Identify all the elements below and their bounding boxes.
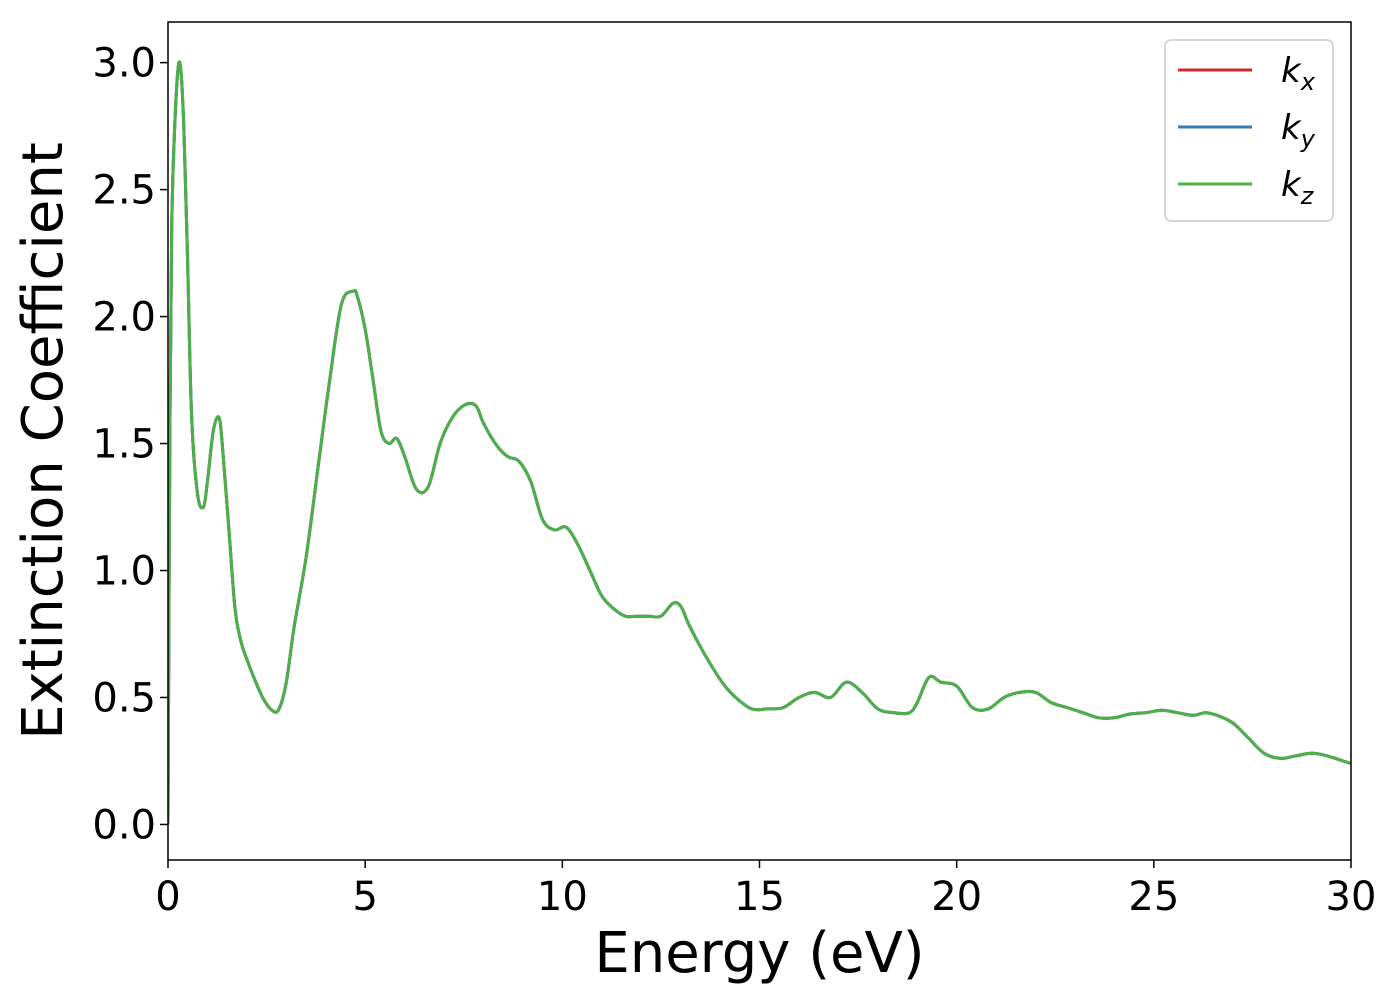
x-tick-label: 20 bbox=[931, 874, 982, 920]
x-tick-label: 25 bbox=[1128, 874, 1179, 920]
x-tick-label: 15 bbox=[734, 874, 785, 920]
x-tick-label: 30 bbox=[1326, 874, 1377, 920]
x-tick-label: 5 bbox=[352, 874, 377, 920]
y-tick-label: 0.0 bbox=[92, 802, 156, 848]
legend-label-subscript: z bbox=[1300, 182, 1315, 210]
series-line-kz bbox=[168, 60, 1351, 825]
legend-label-kz: kz bbox=[1281, 165, 1315, 210]
legend-label-subscript: x bbox=[1300, 68, 1316, 96]
y-tick-label: 3.0 bbox=[92, 41, 156, 87]
x-tick-label: 0 bbox=[155, 874, 180, 920]
x-axis-title: Energy (eV) bbox=[594, 921, 924, 986]
x-tick-label: 10 bbox=[537, 874, 588, 920]
legend-label-ky: ky bbox=[1281, 108, 1316, 153]
y-tick-label: 2.5 bbox=[92, 168, 156, 214]
legend-label-main: k bbox=[1281, 51, 1302, 91]
y-axis: 0.0 0.5 1.0 1.5 2.0 2.5 3.0 bbox=[92, 41, 168, 848]
y-tick-label: 0.5 bbox=[92, 675, 156, 721]
legend-label-main: k bbox=[1281, 108, 1302, 148]
legend-label-main: k bbox=[1281, 165, 1302, 205]
legend-label-kx: kx bbox=[1281, 51, 1316, 96]
x-axis: 0 5 10 15 20 25 30 bbox=[155, 860, 1376, 920]
y-tick-label: 1.0 bbox=[92, 549, 156, 595]
y-tick-label: 2.0 bbox=[92, 295, 156, 341]
legend-box bbox=[1164, 39, 1334, 222]
y-axis-title: Extinction Coefficient bbox=[11, 142, 76, 740]
legend-label-subscript: y bbox=[1300, 125, 1316, 153]
series-layer bbox=[168, 60, 1351, 825]
y-tick-label: 1.5 bbox=[92, 422, 156, 468]
